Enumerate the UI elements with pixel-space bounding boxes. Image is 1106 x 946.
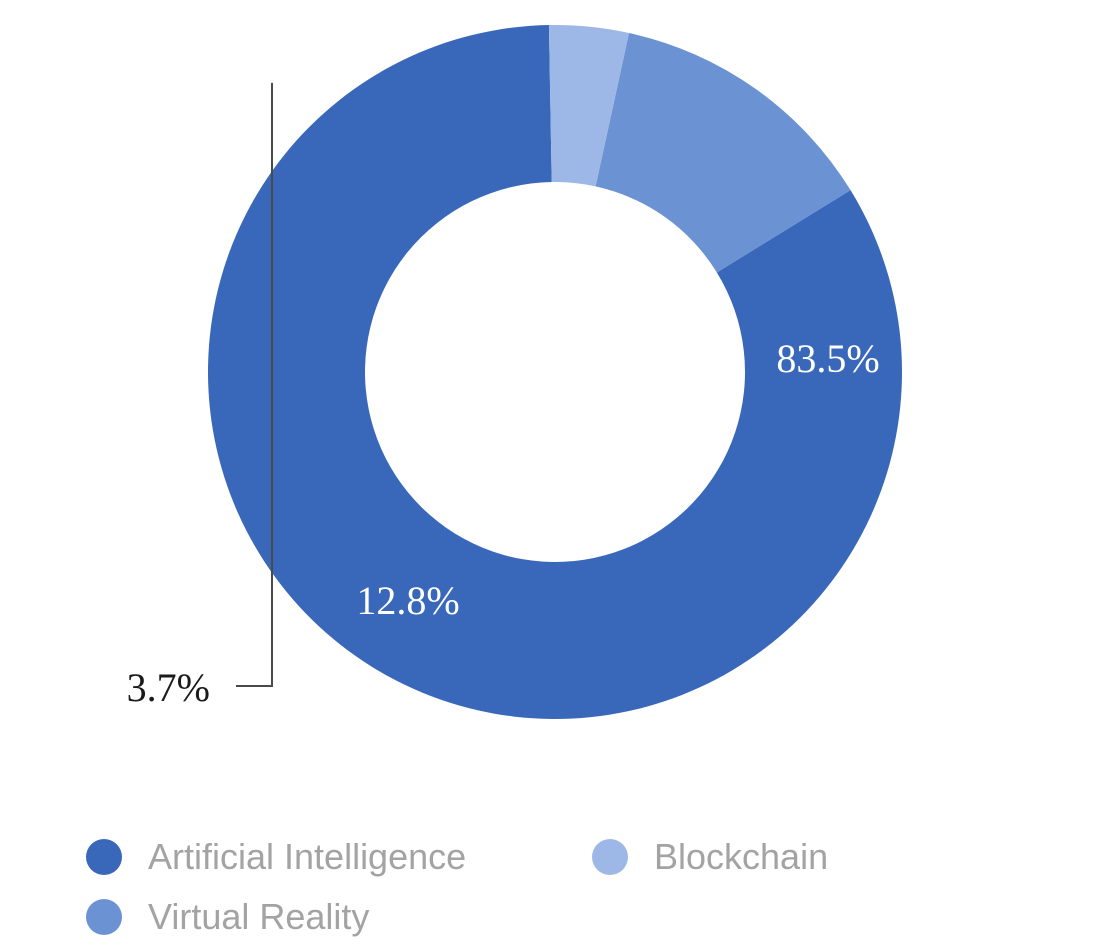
donut-slice-artificial-intelligence [207,25,902,719]
legend-swatch [592,839,628,875]
legend-label: Virtual Reality [148,896,370,937]
donut-slice-virtual-reality [595,32,851,273]
chart-legend: Artificial Intelligence Blockchain Virtu… [86,832,986,942]
legend-swatch [86,899,122,935]
donut-slices [207,25,902,719]
legend-label: Blockchain [654,836,829,877]
legend-item-blockchain: Blockchain [592,832,828,882]
legend-swatch [86,839,122,875]
legend-label: Artificial Intelligence [148,836,467,877]
donut-slice-blockchain [548,25,630,187]
blockchain-leader-line [236,82,273,687]
slice-label-artificial-intelligence: 83.5% [776,336,879,381]
legend-item-virtual-reality: Virtual Reality [86,892,369,942]
slice-label-virtual-reality: 12.8% [356,578,459,623]
legend-item-artificial-intelligence: Artificial Intelligence [86,832,466,882]
slice-label-blockchain: 3.7% [127,665,210,710]
